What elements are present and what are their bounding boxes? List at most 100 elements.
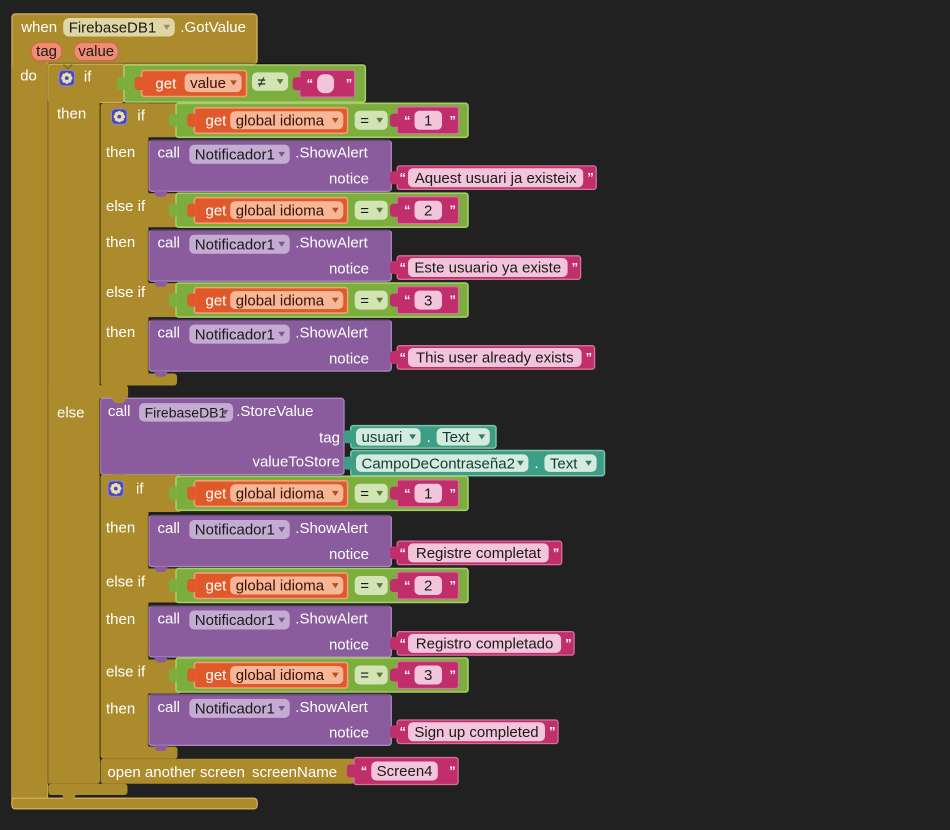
svg-text:if: if: [137, 108, 145, 125]
svg-text:“: “: [404, 293, 411, 308]
svg-text:global idioma: global idioma: [236, 292, 325, 309]
svg-text:≠: ≠: [258, 74, 266, 91]
svg-text:else if: else if: [106, 664, 146, 681]
svg-text:Text: Text: [550, 455, 578, 472]
svg-text:1: 1: [424, 486, 432, 503]
svg-text:“: “: [400, 260, 407, 275]
svg-text:else if: else if: [106, 284, 146, 301]
svg-text:then: then: [106, 324, 135, 341]
svg-text:CampoDeContraseña2: CampoDeContraseña2: [362, 455, 515, 472]
svg-text:usuari: usuari: [362, 429, 403, 446]
svg-text:Sign up completed: Sign up completed: [414, 724, 538, 741]
svg-text:This user already exists: This user already exists: [416, 350, 574, 367]
svg-text:=: =: [360, 578, 369, 595]
svg-text:global idioma: global idioma: [236, 202, 325, 219]
svg-text:Notificador1: Notificador1: [195, 326, 275, 343]
svg-text:get: get: [206, 667, 228, 684]
svg-text:“: “: [400, 170, 407, 185]
svg-text:if: if: [136, 481, 144, 498]
svg-text:FirebaseDB1: FirebaseDB1: [145, 405, 227, 421]
svg-text:”: ”: [450, 293, 457, 308]
svg-text:call: call: [158, 520, 181, 537]
svg-text:Notificador1: Notificador1: [195, 522, 275, 539]
svg-text:2: 2: [424, 202, 432, 219]
svg-text:notice: notice: [329, 725, 369, 742]
svg-text:call: call: [158, 610, 181, 627]
svg-text:2: 2: [424, 578, 432, 595]
svg-text:global idioma: global idioma: [236, 578, 325, 595]
svg-text:”: ”: [450, 203, 457, 218]
svg-text:”: ”: [450, 113, 457, 128]
svg-text:“: “: [404, 668, 411, 683]
svg-text:Notificador1: Notificador1: [195, 147, 275, 164]
svg-text:global idioma: global idioma: [236, 486, 325, 503]
svg-text:“: “: [361, 764, 368, 779]
svg-text:get: get: [206, 486, 228, 503]
svg-text:then: then: [57, 106, 86, 123]
svg-text:notice: notice: [329, 546, 369, 563]
svg-text:notice: notice: [329, 636, 369, 653]
svg-text:”: ”: [450, 578, 457, 593]
svg-text:=: =: [360, 667, 369, 684]
svg-text:tag: tag: [36, 43, 57, 60]
svg-text:Text: Text: [442, 429, 470, 446]
svg-text:.: .: [427, 429, 431, 446]
svg-text:=: =: [360, 292, 369, 309]
svg-text:”: ”: [346, 76, 353, 91]
svg-text:valueToStore: valueToStore: [252, 454, 340, 471]
svg-text:global idioma: global idioma: [236, 113, 325, 130]
svg-text:if: if: [84, 69, 92, 86]
svg-text:Este usuario ya existe: Este usuario ya existe: [414, 260, 561, 277]
svg-text:call: call: [108, 403, 131, 420]
svg-text:call: call: [158, 699, 181, 716]
svg-text:3: 3: [424, 292, 432, 309]
svg-text:else if: else if: [106, 574, 146, 591]
svg-text:”: ”: [450, 668, 457, 683]
svg-text:”: ”: [450, 486, 457, 501]
svg-text:Aquest usuari ja existeix: Aquest usuari ja existeix: [415, 170, 577, 187]
svg-text:get: get: [155, 76, 177, 93]
svg-text:Registre completat: Registre completat: [416, 545, 542, 562]
svg-text:.ShowAlert: .ShowAlert: [295, 235, 368, 252]
svg-text:“: “: [307, 76, 314, 91]
svg-text:.ShowAlert: .ShowAlert: [295, 325, 368, 342]
svg-text:”: ”: [565, 636, 572, 651]
svg-text:“: “: [404, 113, 411, 128]
svg-text:Notificador1: Notificador1: [195, 701, 275, 718]
svg-text:notice: notice: [329, 350, 369, 367]
svg-text:.ShowAlert: .ShowAlert: [295, 145, 368, 162]
svg-text:get: get: [206, 578, 228, 595]
svg-text:value: value: [78, 43, 114, 60]
svg-text:”: ”: [587, 170, 594, 185]
svg-text:.StoreValue: .StoreValue: [236, 403, 313, 420]
svg-text:then: then: [106, 701, 135, 718]
svg-text:.ShowAlert: .ShowAlert: [295, 520, 368, 537]
svg-text:“: “: [400, 636, 407, 651]
svg-text:FirebaseDB1: FirebaseDB1: [69, 20, 157, 37]
svg-text:=: =: [360, 202, 369, 219]
svg-text:=: =: [360, 486, 369, 503]
svg-text:global idioma: global idioma: [236, 667, 325, 684]
svg-text:“: “: [404, 578, 411, 593]
svg-text:do: do: [20, 67, 37, 84]
svg-text:1: 1: [424, 113, 432, 130]
svg-text:screenName: screenName: [252, 764, 337, 781]
svg-text:“: “: [404, 203, 411, 218]
svg-text:Notificador1: Notificador1: [195, 612, 275, 629]
svg-text:notice: notice: [329, 261, 369, 278]
svg-text:call: call: [158, 235, 181, 252]
svg-text:call: call: [158, 145, 181, 162]
svg-text:value: value: [190, 75, 226, 92]
svg-text:open another screen: open another screen: [107, 764, 245, 781]
svg-text:else if: else if: [106, 198, 146, 215]
svg-text:”: ”: [549, 724, 556, 739]
svg-text:“: “: [400, 350, 407, 365]
svg-text:”: ”: [586, 350, 593, 365]
svg-text:when: when: [20, 19, 57, 36]
svg-text:then: then: [106, 611, 135, 628]
svg-text:notice: notice: [329, 171, 369, 188]
svg-text:Notificador1: Notificador1: [195, 236, 275, 253]
svg-text:then: then: [106, 144, 135, 161]
svg-text:call: call: [158, 325, 181, 342]
svg-text:then: then: [106, 234, 135, 251]
